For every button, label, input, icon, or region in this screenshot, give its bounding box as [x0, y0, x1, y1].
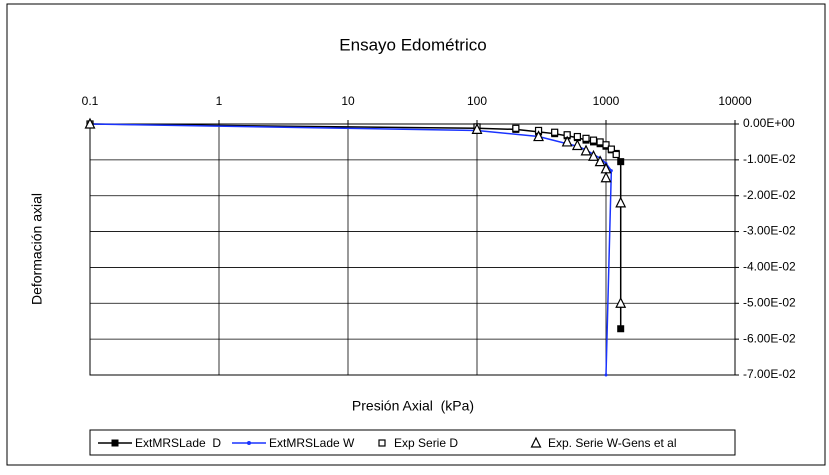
- legend-label: ExtMRSLade D: [135, 436, 221, 450]
- marker: [589, 136, 598, 144]
- marker: [596, 138, 604, 146]
- marker: [551, 128, 559, 136]
- legend-box: [89, 429, 736, 456]
- y-tick-label: -5.00E-02: [743, 295, 796, 309]
- marker: [573, 132, 581, 141]
- legend-marker: [530, 436, 542, 448]
- x-axis-title: Presión Axial (kPa): [352, 398, 474, 414]
- marker: [615, 296, 627, 308]
- marker: [594, 155, 606, 167]
- x-tick-label: 100: [467, 94, 487, 108]
- legend-marker: [378, 439, 386, 447]
- legend-label: ExtMRSLade W: [269, 436, 355, 450]
- legend-marker: [247, 441, 251, 445]
- x-tick-label: 10: [341, 94, 355, 108]
- marker: [580, 144, 592, 156]
- marker: [588, 149, 599, 161]
- point: [609, 169, 613, 173]
- legend-label: Exp. Serie W-Gens et al: [548, 436, 677, 450]
- x-tick-label: 1: [216, 94, 223, 108]
- plot-background: [90, 124, 735, 375]
- y-tick-label: -6.00E-02: [743, 331, 796, 345]
- marker: [602, 141, 610, 149]
- marker: [512, 124, 520, 132]
- point: [604, 373, 608, 377]
- marker: [615, 196, 627, 208]
- marker: [600, 171, 612, 183]
- x-tick-label: 10000: [718, 94, 752, 108]
- marker: [617, 325, 625, 333]
- y-tick-label: -1.00E-02: [743, 152, 796, 166]
- y-tick-label: -3.00E-02: [743, 224, 796, 238]
- marker: [612, 150, 620, 159]
- marker: [471, 123, 483, 134]
- plot-frame: [89, 123, 736, 376]
- x-tick-label: 1000: [593, 94, 620, 108]
- y-axis-title: Deformación axial: [29, 193, 45, 305]
- chart-title: Ensayo Edométrico: [339, 35, 486, 54]
- y-tick-label: 0.00E+00: [743, 116, 795, 130]
- y-tick-label: -7.00E-02: [743, 367, 796, 381]
- marker: [533, 130, 545, 142]
- marker: [582, 134, 590, 142]
- marker: [607, 145, 615, 153]
- x-tick-label: 0.1: [82, 94, 99, 108]
- y-tick-label: -4.00E-02: [743, 260, 796, 274]
- legend-marker: [111, 439, 119, 447]
- marker: [617, 158, 625, 166]
- legend-label: Exp Serie D: [394, 436, 458, 450]
- marker: [84, 117, 96, 129]
- y-tick-label: -2.00E-02: [743, 188, 796, 202]
- marker: [571, 139, 583, 151]
- marker: [561, 135, 573, 147]
